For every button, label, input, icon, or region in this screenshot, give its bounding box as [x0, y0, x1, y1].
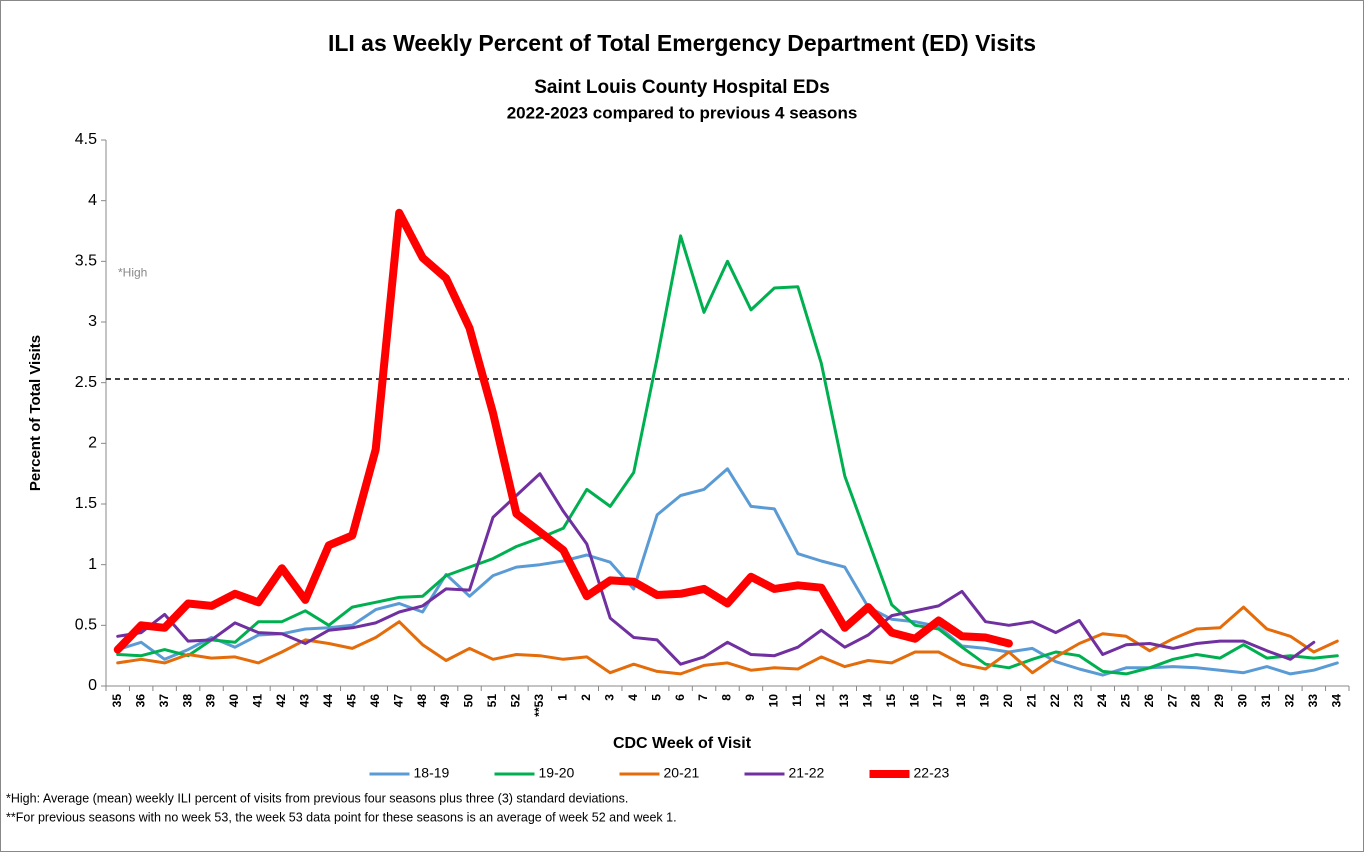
x-tick-label: 42 — [274, 694, 288, 708]
x-tick-label: 50 — [462, 694, 476, 708]
x-tick-label: 21 — [1025, 694, 1039, 708]
x-tick-label: 29 — [1212, 694, 1226, 708]
x-tick-label: 7 — [696, 694, 710, 701]
y-tick-label: 4.5 — [75, 131, 97, 148]
x-tick-label: 11 — [790, 694, 804, 707]
x-tick-label: 40 — [227, 694, 241, 708]
x-tick-label: 9 — [743, 694, 757, 701]
x-tick-label: 16 — [907, 694, 921, 708]
legend-label: 20-21 — [664, 765, 700, 781]
x-tick-label: 25 — [1118, 694, 1132, 708]
x-tick-label: 23 — [1071, 694, 1085, 708]
chart-subtitle: Saint Louis County Hospital EDs — [534, 77, 830, 98]
series-line — [116, 605, 1339, 676]
x-tick-label: 15 — [884, 694, 898, 708]
chart-title: ILI as Weekly Percent of Total Emergency… — [328, 30, 1036, 56]
x-tick-label: 31 — [1259, 694, 1273, 708]
footnote: *High: Average (mean) weekly ILI percent… — [6, 791, 628, 805]
x-tick-label: 45 — [344, 694, 358, 708]
y-tick-label: 1 — [88, 556, 97, 573]
y-tick-label: 0 — [88, 677, 97, 694]
x-tick-label: 12 — [813, 694, 827, 708]
y-tick-label: 4 — [88, 192, 97, 209]
x-tick-label: 17 — [931, 694, 945, 708]
x-tick-label: 5 — [649, 694, 663, 701]
x-tick-label: 10 — [767, 694, 781, 708]
x-tick-label: **53 — [532, 694, 546, 717]
x-tick-label: 18 — [954, 694, 968, 708]
x-tick-label: 35 — [110, 694, 124, 708]
x-tick-label: 33 — [1306, 694, 1320, 708]
x-tick-label: 51 — [485, 694, 499, 708]
x-tick-label: 1 — [556, 694, 570, 701]
x-tick-label: 47 — [391, 694, 405, 708]
x-tick-label: 6 — [673, 694, 687, 701]
y-tick-label: 2 — [88, 435, 97, 452]
y-tick-label: 3.5 — [75, 253, 97, 270]
x-tick-label: 27 — [1165, 694, 1179, 708]
threshold-label: *High — [118, 266, 147, 280]
legend-label: 21-22 — [789, 765, 825, 781]
x-tick-label: 38 — [180, 694, 194, 708]
x-tick-label: 3 — [602, 694, 616, 701]
legend-label: 22-23 — [914, 765, 950, 781]
x-tick-label: 28 — [1189, 694, 1203, 708]
legend-label: 19-20 — [539, 765, 575, 781]
x-tick-label: 20 — [1001, 694, 1015, 708]
x-tick-label: 44 — [321, 694, 335, 708]
x-tick-label: 8 — [720, 694, 734, 701]
x-tick-label: 39 — [204, 694, 218, 708]
x-tick-label: 32 — [1283, 694, 1297, 708]
x-tick-label: 24 — [1095, 694, 1109, 708]
x-tick-label: 26 — [1142, 694, 1156, 708]
x-tick-label: 34 — [1329, 694, 1343, 708]
series-line — [113, 208, 1013, 654]
x-tick-label: 49 — [438, 694, 452, 708]
series-line — [116, 472, 1316, 666]
x-tick-label: 14 — [860, 694, 874, 708]
x-tick-label: 52 — [509, 694, 523, 708]
x-tick-label: 36 — [133, 694, 147, 708]
x-tick-label: 43 — [298, 694, 312, 708]
x-tick-label: 30 — [1236, 694, 1250, 708]
x-axis-label: CDC Week of Visit — [613, 735, 752, 752]
series-line — [116, 467, 1339, 677]
x-tick-label: 19 — [978, 694, 992, 708]
y-tick-label: 0.5 — [75, 617, 97, 634]
y-tick-label: 1.5 — [75, 495, 97, 512]
legend-label: 18-19 — [414, 765, 450, 781]
x-tick-label: 48 — [415, 694, 429, 708]
x-tick-label: 4 — [626, 694, 640, 701]
x-tick-label: 37 — [157, 694, 171, 708]
y-axis-label: Percent of Total Visits — [27, 335, 44, 491]
x-tick-label: 41 — [251, 694, 265, 708]
y-tick-label: 2.5 — [75, 374, 97, 391]
chart-subtitle: 2022-2023 compared to previous 4 seasons — [507, 103, 858, 122]
x-tick-label: 22 — [1048, 694, 1062, 708]
x-tick-label: 13 — [837, 694, 851, 708]
x-tick-label: 46 — [368, 694, 382, 708]
footnote: **For previous seasons with no week 53, … — [6, 810, 677, 824]
series-line — [116, 234, 1339, 676]
y-tick-label: 3 — [88, 313, 97, 330]
x-tick-label: 2 — [579, 694, 593, 701]
